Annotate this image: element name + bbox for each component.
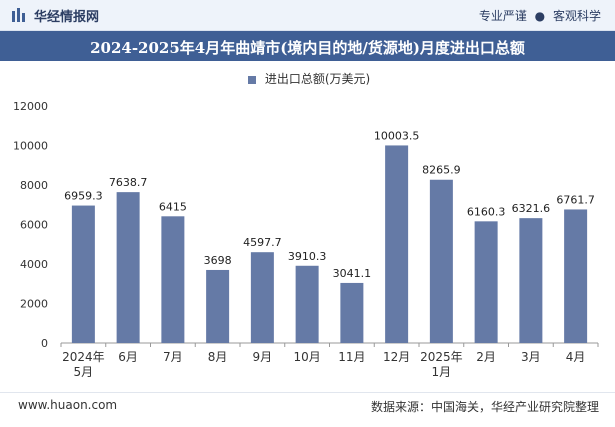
data-label: 7638.7 [109,176,148,189]
top-bar: 华经情报网 专业严谨 ● 客观科学 [0,0,615,31]
y-tick-label: 6000 [20,219,48,232]
x-tick-label: 6月 [118,350,138,364]
x-tick-label: 9月 [253,350,273,364]
y-tick-label: 12000 [13,100,48,113]
x-tick-label: 8月 [208,350,228,364]
footer-website: www.huaon.com [18,398,118,412]
tagline-separator: ● [534,9,546,23]
x-tick-label: 1月 [432,365,452,379]
x-tick-label: 2025年 [420,350,463,364]
y-tick-label: 2000 [20,298,48,311]
tagline: 专业严谨 ● 客观科学 [479,7,601,24]
legend-swatch [248,75,256,84]
data-label: 6415 [159,200,187,213]
y-tick-label: 10000 [13,140,48,153]
bar [519,218,543,343]
legend-label: 进出口总额(万美元) [264,72,371,86]
x-tick-label: 11月 [338,350,365,364]
bar [385,145,409,343]
y-tick-label: 8000 [20,179,48,192]
chart-title: 2024-2025年4月年曲靖市(境内目的地/货源地)月度进出口总额 [90,39,525,57]
brand-logo-icon [12,8,25,22]
x-tick-label: 5月 [74,365,94,379]
title-bar: 2024-2025年4月年曲靖市(境内目的地/货源地)月度进出口总额 [0,31,615,61]
data-label: 4597.7 [243,236,282,249]
data-label: 6321.6 [512,202,551,215]
data-label: 3041.1 [333,267,372,280]
bar [295,265,319,343]
data-label: 10003.5 [374,129,420,142]
y-tick-label: 0 [41,337,48,350]
x-tick-label: 10月 [293,350,320,364]
data-label: 6959.3 [64,190,103,203]
data-label: 6160.3 [467,205,506,218]
x-tick-label: 2024年 [62,350,105,364]
bar [71,205,95,343]
bar [161,216,185,343]
tagline-right: 客观科学 [552,9,601,23]
x-tick-label: 7月 [163,350,183,364]
legend: 进出口总额(万美元) [248,70,370,87]
y-tick-label: 4000 [20,258,48,271]
bar [564,209,588,343]
x-tick-label: 4月 [566,350,586,364]
bar [429,179,453,343]
footer-source: 数据来源：中国海关，华经产业研究院整理 [370,400,599,414]
data-label: 6761.7 [556,193,595,206]
data-label: 3698 [204,254,232,267]
data-label: 8265.9 [422,164,461,177]
brand-name: 华经情报网 [34,10,100,25]
bar [116,192,140,343]
bar [250,252,274,343]
footer-divider [0,392,615,393]
bar [474,221,498,343]
tagline-left: 专业严谨 [478,9,527,23]
data-label: 3910.3 [288,250,327,263]
x-tick-label: 2月 [476,350,496,364]
x-tick-label: 3月 [521,350,541,364]
x-tick-label: 12月 [383,350,410,364]
bar [340,282,364,343]
bar [206,269,230,343]
